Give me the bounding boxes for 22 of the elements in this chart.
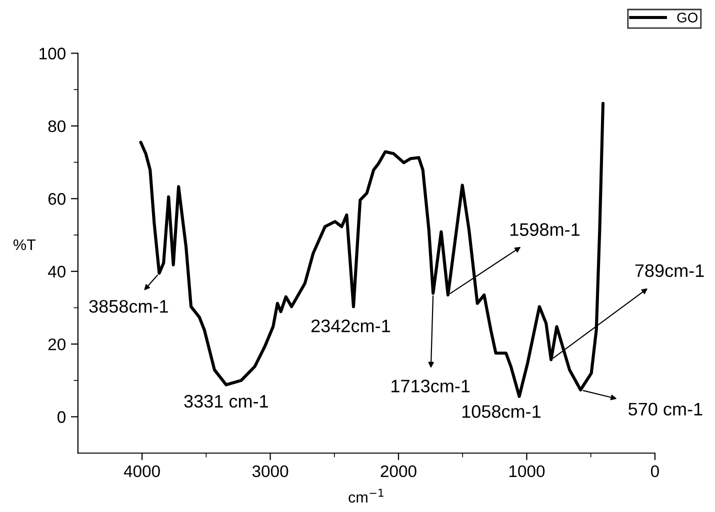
y-tick-label: 40 <box>48 266 66 278</box>
x-axis-title: cm$^{−1}$ <box>348 488 384 503</box>
annotation: 3858cm-1 <box>89 300 168 313</box>
annotation: 1598m-1 <box>510 223 580 236</box>
y-tick-label: 100 <box>40 48 66 60</box>
legend-label: GO <box>677 12 698 22</box>
x-tick-label: 1000 <box>509 465 545 478</box>
y-tick-label: 20 <box>48 338 66 350</box>
y-tick-label: 60 <box>48 193 66 205</box>
y-tick-label: 0 <box>58 411 66 423</box>
annotation: 570 cm-1 <box>628 402 702 416</box>
y-axis-title: %T <box>14 239 36 250</box>
annotation: 2342cm-1 <box>311 320 390 332</box>
annotation: 1058cm-1 <box>462 405 540 418</box>
y-tick-label: 80 <box>48 120 66 132</box>
annotation: 3331 cm-1 <box>184 394 268 408</box>
x-tick-label: 2000 <box>380 465 416 478</box>
annotation: 789cm-1 <box>635 264 704 278</box>
x-tick-label: 3000 <box>252 465 288 478</box>
x-tick-label: 4000 <box>124 465 160 478</box>
x-tick-label: 0 <box>650 465 659 478</box>
annotation: 1713cm-1 <box>392 380 470 392</box>
